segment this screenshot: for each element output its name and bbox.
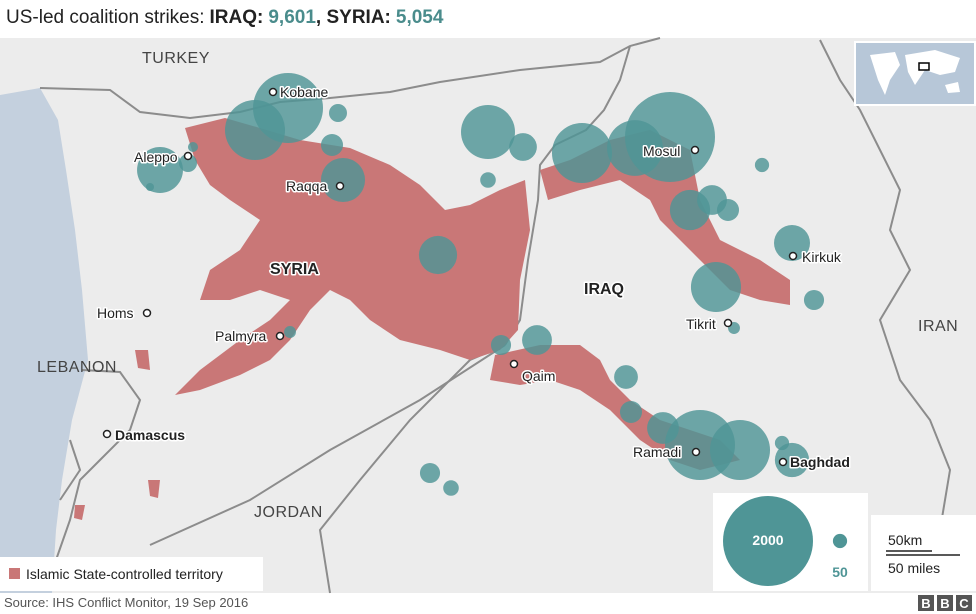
city-dot (778, 457, 788, 467)
strike-bubble (137, 147, 183, 193)
legend-value: 2000 (752, 532, 783, 548)
country-label: JORDAN (254, 504, 323, 521)
country-label: IRAN (918, 318, 958, 335)
strike-bubble (320, 157, 366, 203)
title-sep: , (315, 7, 322, 28)
strike-bubble (803, 289, 825, 311)
strike-bubble (754, 157, 770, 173)
city-dot (275, 331, 285, 341)
strike-bubble (145, 182, 155, 192)
country-label: LEBANON (37, 359, 117, 376)
border (819, 39, 976, 561)
title-count: 5,054 (395, 7, 444, 28)
country-label: TURKEY (142, 50, 210, 67)
scale-label: 50km (888, 532, 922, 548)
title-country: IRAQ: (209, 7, 264, 28)
strike-bubble (443, 480, 459, 496)
city-label: Baghdad (790, 454, 850, 470)
logo-block (937, 595, 953, 611)
logo-block (918, 595, 934, 611)
strike-bubble (329, 104, 347, 122)
strike-bubble (461, 105, 515, 159)
city-dot (335, 181, 345, 191)
city-dot (788, 251, 798, 261)
strike-bubble (480, 172, 496, 188)
city-label: Mosul (643, 143, 680, 159)
city-label: Kobane (280, 84, 328, 100)
title-text: US-led coalition strikes: (6, 7, 205, 28)
city-dot (723, 318, 733, 328)
logo-letter: B (921, 596, 930, 611)
city-dot (691, 447, 701, 457)
border (55, 369, 142, 561)
inset-frame (918, 62, 930, 71)
strike-bubble (284, 326, 296, 338)
title-count: 9,601 (268, 7, 316, 28)
strike-bubble (774, 225, 810, 261)
strike-bubble (419, 462, 441, 484)
city-dot (183, 151, 193, 161)
title-country: SYRIA: (326, 7, 391, 28)
legend-value: 50 (832, 564, 848, 580)
city-dot (690, 145, 700, 155)
legend-swatch (9, 568, 20, 579)
strike-bubble (619, 400, 643, 424)
strike-bubble (418, 235, 458, 275)
title: US-led coalition strikes: IRAQ: 9,601, SYR… (0, 0, 454, 38)
border (504, 45, 631, 346)
strike-bubble (490, 334, 512, 356)
inset-land (870, 50, 960, 95)
scale-box (871, 515, 976, 591)
city-dot (268, 87, 278, 97)
strike-bubble (522, 325, 552, 355)
strike-bubble (614, 365, 638, 389)
strike-bubble (320, 133, 344, 157)
city-label: Raqqa (286, 178, 327, 194)
bubble-legend (723, 496, 848, 586)
logo-block (956, 595, 972, 611)
city-label: Homs (97, 305, 134, 321)
legend-bubble (723, 496, 813, 586)
border (59, 439, 82, 501)
city-label: Tikrit (686, 316, 716, 332)
city-label: Damascus (115, 427, 185, 443)
logo-letter: B (940, 596, 949, 611)
sea (0, 88, 88, 593)
city-label: Kirkuk (802, 249, 842, 265)
strike-bubble (187, 141, 199, 153)
scale-label: 50 miles (888, 560, 940, 576)
legend-label: Islamic State-controlled territory (26, 566, 223, 582)
strike-bubbles (137, 72, 825, 496)
city-dot (142, 308, 152, 318)
city-dot (509, 359, 519, 369)
strike-bubble (509, 133, 537, 161)
strike-bubble (625, 92, 715, 182)
city-dot (102, 429, 112, 439)
strike-bubble (551, 122, 613, 184)
territory (175, 118, 530, 395)
city-label: Qaim (522, 368, 555, 384)
legend-box (0, 557, 263, 591)
strike-bubble (690, 261, 742, 313)
logo-letter: C (959, 596, 969, 611)
strike-bubble (709, 419, 771, 481)
strike-bubble (224, 99, 286, 161)
city-label: Ramadi (633, 444, 681, 460)
source: Source: IHS Conflict Monitor, 19 Sep 201… (4, 595, 248, 610)
country-label: IRAQ (584, 281, 624, 298)
country-label: SYRIA (270, 261, 319, 278)
strike-bubble (774, 442, 810, 478)
city-label: Aleppo (134, 149, 178, 165)
strike-bubble (179, 154, 197, 172)
legend-bubble (832, 533, 848, 549)
border (39, 37, 661, 120)
strike-bubble (716, 198, 740, 222)
city-label: Palmyra (215, 328, 267, 344)
